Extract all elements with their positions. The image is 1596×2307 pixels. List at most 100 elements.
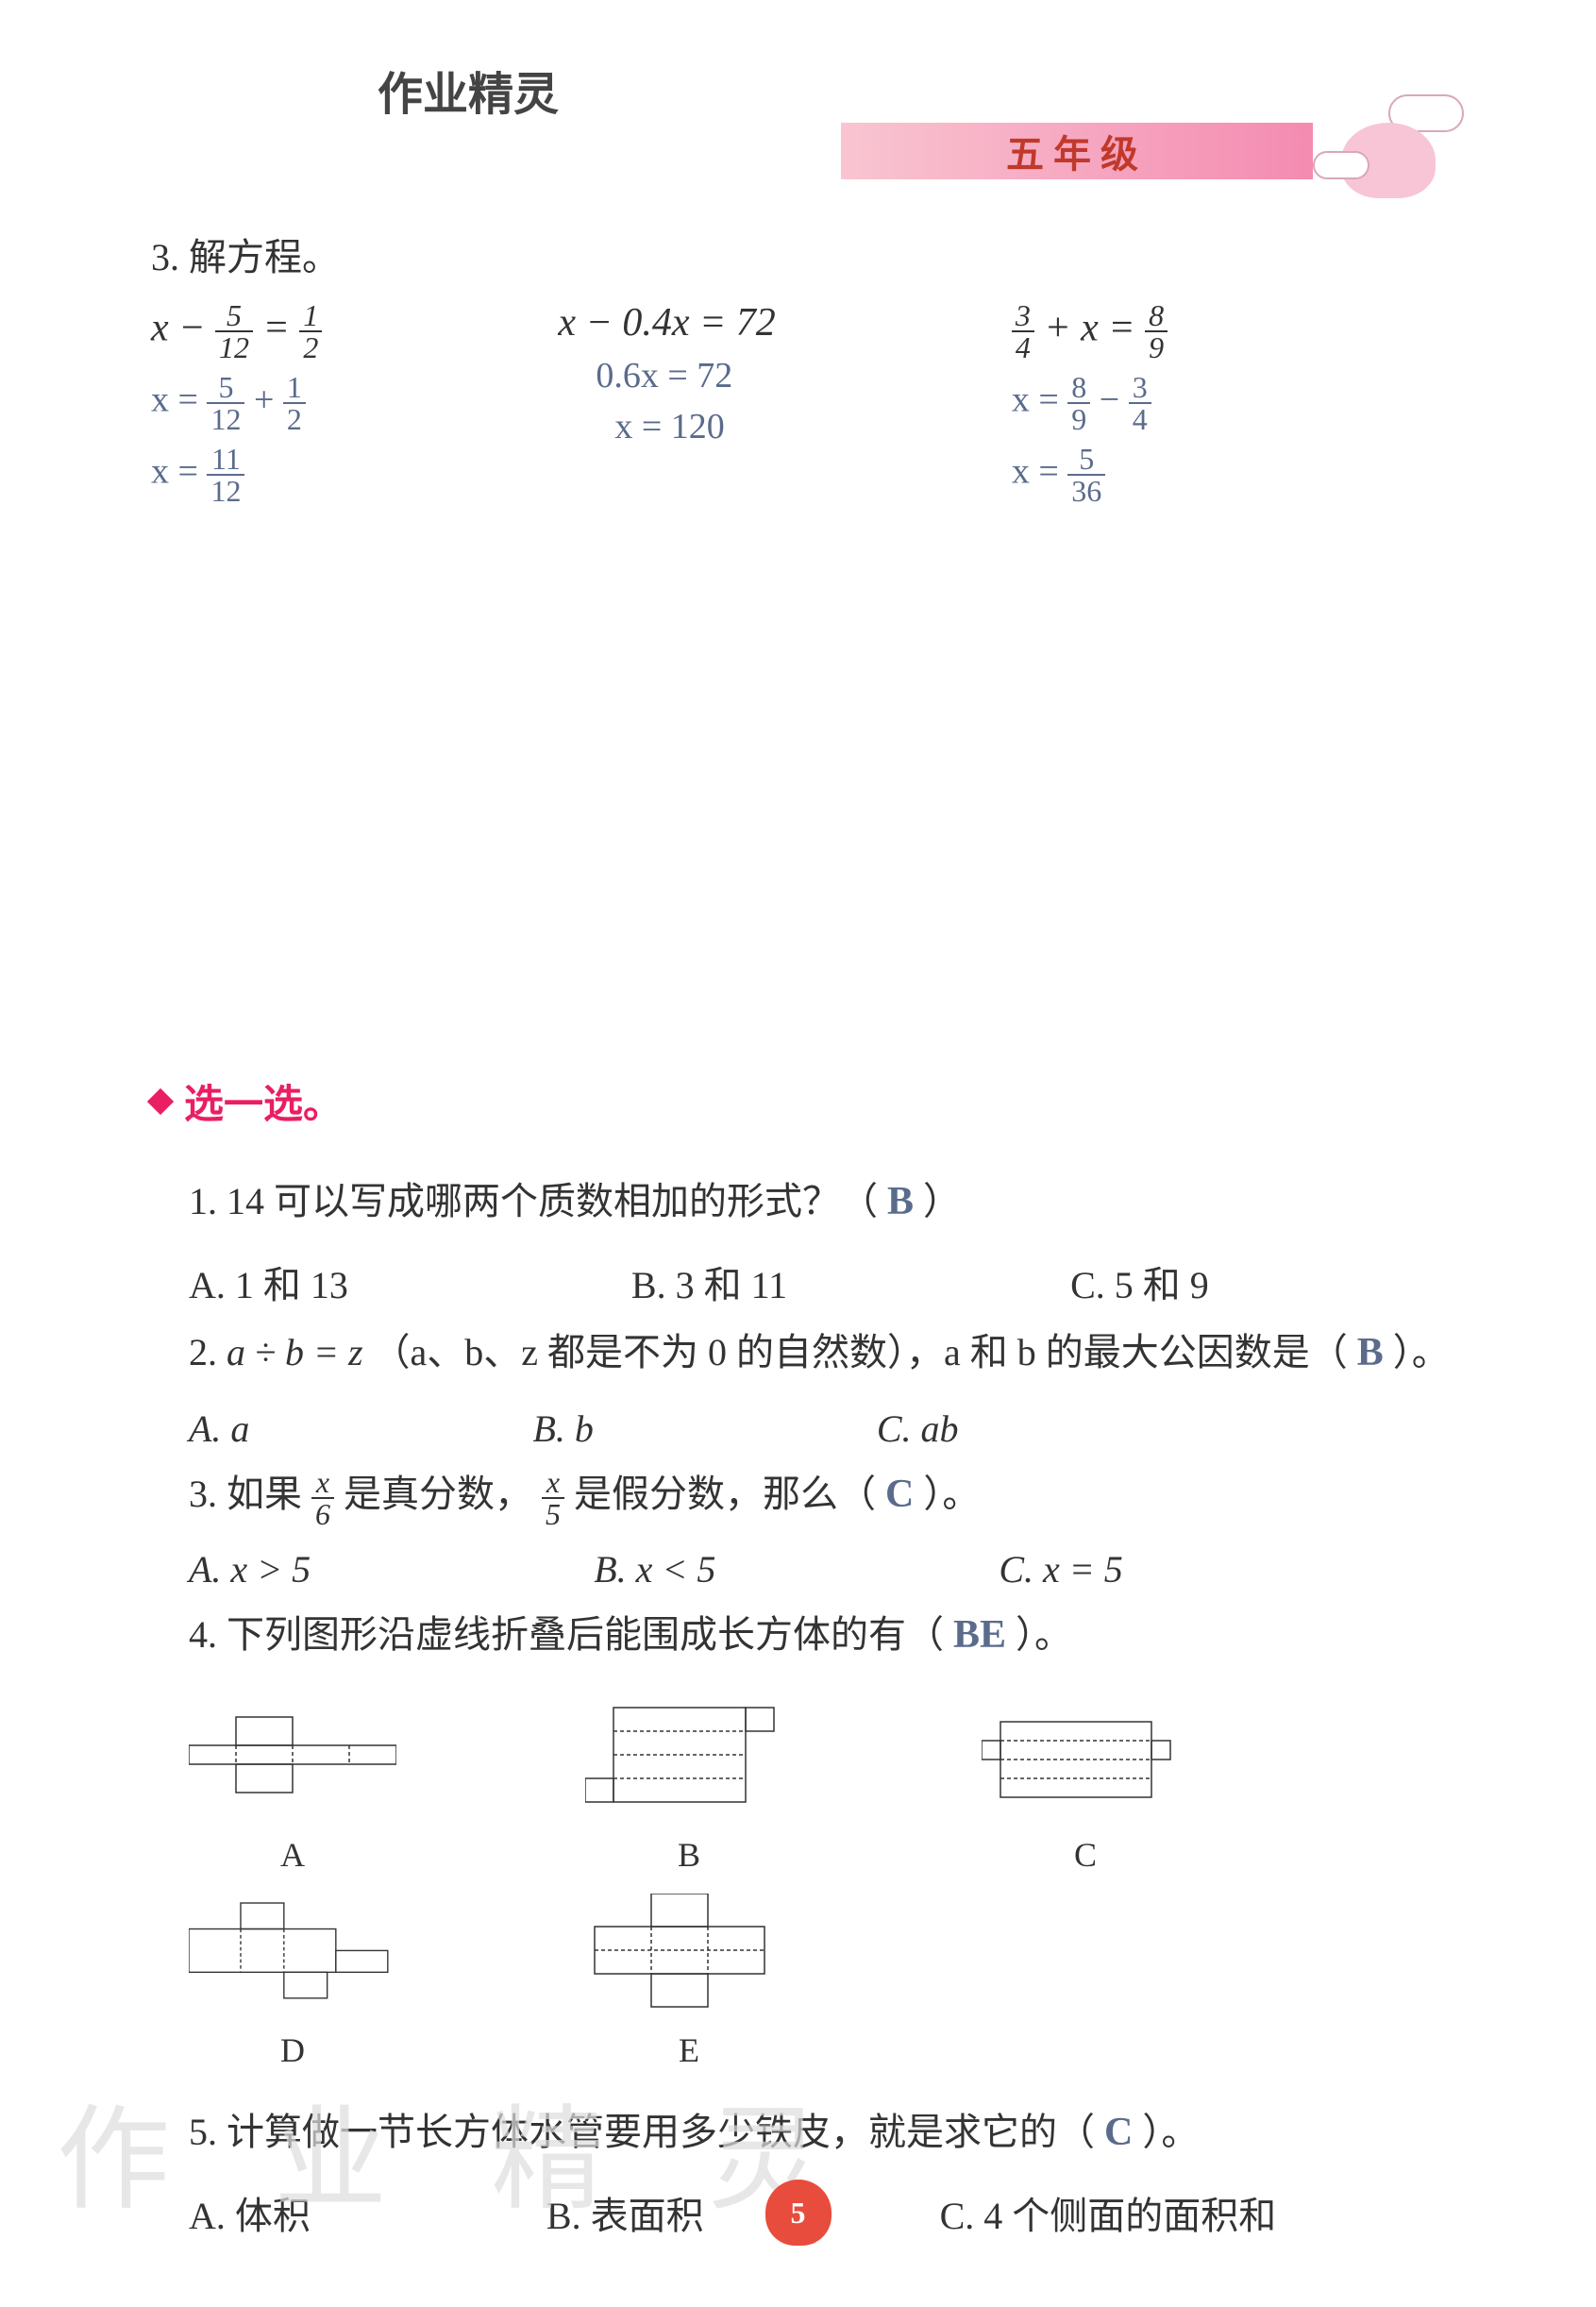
q3-f2n: x — [542, 1467, 564, 1499]
q1-optA: A. 1 和 13 — [189, 1255, 348, 1309]
section-header: 选一选。 — [151, 1072, 1472, 1130]
eq3-h2a: x = — [1012, 452, 1059, 492]
eq3-mid: + x = — [1044, 307, 1145, 350]
eq1-h1plus: + — [254, 380, 274, 420]
page-number: 5 — [791, 2196, 806, 2231]
q1-close: ） — [923, 1180, 961, 1222]
question-2: 2. a ÷ b = z （a、b、z 都是不为 0 的自然数），a 和 b 的… — [189, 1309, 1472, 1396]
eq3-f1d: 4 — [1012, 332, 1034, 362]
watermark-text: 作 业 精 灵 — [57, 2067, 859, 2231]
shape-D: D — [189, 1894, 396, 2070]
eq3-h1f2n: 3 — [1129, 372, 1151, 404]
q3-tc: 是假分数，那么（ — [574, 1473, 876, 1515]
grade-label: 五年级 — [841, 123, 1313, 179]
eq3-work-2: x = 536 — [1012, 444, 1168, 506]
q3-f1d: 6 — [311, 1499, 334, 1529]
q2-optB: B. b — [532, 1406, 593, 1451]
eq1-h2fd: 12 — [207, 476, 244, 506]
eq3-f2d: 9 — [1145, 332, 1168, 362]
eq1-f1d: 12 — [215, 332, 253, 362]
question-3: 3. 如果 x6 是真分数， x5 是假分数，那么（ C ）。 — [189, 1451, 1472, 1538]
eq3-h2fn: 5 — [1067, 444, 1105, 476]
q5-close: ）。 — [1142, 2111, 1199, 2153]
diamond-icon — [147, 1087, 174, 1114]
q3-f2d: 5 — [542, 1499, 564, 1529]
question-4: 4. 下列图形沿虚线折叠后能围成长方体的有（ BE ）。 — [189, 1591, 1472, 1678]
q3-optC: C. x = 5 — [999, 1547, 1122, 1591]
eq3-h1f2d: 4 — [1129, 404, 1151, 434]
eq1-h1a: x = — [151, 380, 198, 420]
q2-answer: B — [1357, 1331, 1384, 1374]
eq3-h1f1n: 8 — [1067, 372, 1090, 404]
eq1-h1f2n: 1 — [283, 372, 306, 404]
q2-tb: （a、b、z 都是不为 0 的自然数），a 和 b 的最大公因数是（ — [373, 1331, 1348, 1373]
shape-E: E — [585, 1894, 793, 2070]
equation-3: 34 + x = 89 x = 89 − 34 x = 536 — [1012, 300, 1168, 506]
q3-options: A. x > 5 B. x < 5 C. x = 5 — [189, 1547, 1472, 1591]
q1-optC: C. 5 和 9 — [1070, 1255, 1209, 1309]
eq3-work-1: x = 89 − 34 — [1012, 372, 1168, 434]
q3-f1n: x — [311, 1467, 334, 1499]
q2-close: ）。 — [1393, 1331, 1450, 1373]
eq1-h1f1n: 5 — [207, 372, 244, 404]
eq1-var: x — [151, 307, 169, 350]
eq3-f1n: 3 — [1012, 300, 1034, 332]
problem-3-label: 3. 解方程。 — [151, 227, 1472, 281]
eq1-work-2: x = 1112 — [151, 444, 322, 506]
shape-E-label: E — [679, 2030, 699, 2070]
net-E-icon — [585, 1894, 793, 2016]
q2-options: A. a B. b C. ab — [189, 1406, 1472, 1451]
eq3-h2fd: 36 — [1067, 476, 1105, 506]
q4-text: 4. 下列图形沿虚线折叠后能围成长方体的有（ — [189, 1613, 944, 1656]
eq1-f1n: 5 — [215, 300, 253, 332]
net-C-icon — [982, 1698, 1189, 1821]
shapes-row-2: D E — [189, 1894, 1472, 2070]
shape-B-label: B — [678, 1835, 700, 1875]
shape-C: C — [982, 1698, 1189, 1875]
eq1-work-1: x = 512 + 12 — [151, 372, 322, 434]
eq3-h1f1d: 9 — [1067, 404, 1090, 434]
net-D-icon — [189, 1894, 396, 2016]
eq1-f2d: 2 — [299, 332, 322, 362]
section-title: 选一选。 — [184, 1072, 343, 1130]
q3-optA: A. x > 5 — [189, 1547, 311, 1591]
q3-close: ）。 — [923, 1473, 980, 1515]
eq3-f2n: 8 — [1145, 300, 1168, 332]
eq1-printed: x − 512 = 12 — [151, 300, 322, 362]
q3-ta: 3. 如果 — [189, 1473, 311, 1515]
q2-ta: 2. — [189, 1331, 227, 1373]
eq2-work-1: 0.6x = 72 — [596, 355, 775, 396]
eq3-printed: 34 + x = 89 — [1012, 300, 1168, 362]
net-A-icon — [189, 1698, 396, 1821]
eq1-f2n: 1 — [299, 300, 322, 332]
shape-C-label: C — [1074, 1835, 1097, 1875]
q1-options: A. 1 和 13 B. 3 和 11 C. 5 和 9 — [189, 1255, 1472, 1309]
q5-optC: C. 4 个侧面的面积和 — [940, 2185, 1277, 2240]
equation-2: x − 0.4x = 72 0.6x = 72 x = 120 — [558, 300, 775, 506]
apple-icon: 5 — [765, 2180, 832, 2246]
page-number-badge: 5 — [761, 2175, 836, 2250]
shape-A: A — [189, 1698, 396, 1875]
q3-tb: 是真分数， — [344, 1473, 532, 1515]
eq1-h1f2d: 2 — [283, 404, 306, 434]
eq1-h2fn: 11 — [207, 444, 244, 476]
grade-banner: 五年级 — [841, 113, 1502, 189]
q3-answer: C — [885, 1473, 914, 1516]
shape-D-label: D — [280, 2030, 305, 2070]
q2-expr: a ÷ b = z — [227, 1331, 363, 1373]
header-title: 作业精灵 — [378, 57, 559, 123]
q2-optA: A. a — [189, 1406, 249, 1451]
q1-optB: B. 3 和 11 — [631, 1255, 787, 1309]
shapes-row-1: A B — [189, 1698, 1472, 1875]
q1-text: 1. 14 可以写成哪两个质数相加的形式？（ — [189, 1180, 878, 1222]
q5-answer: C — [1104, 2111, 1133, 2154]
page-content: 3. 解方程。 x − 512 = 12 x = 512 + 12 x = 11… — [151, 227, 1472, 2240]
eq1-h2a: x = — [151, 452, 198, 492]
q4-close: ）。 — [1016, 1613, 1072, 1656]
eq3-h1a: x = — [1012, 380, 1059, 420]
eq2-work-2: x = 120 — [614, 406, 775, 447]
equation-1: x − 512 = 12 x = 512 + 12 x = 1112 — [151, 300, 322, 506]
q1-answer: B — [887, 1180, 914, 1223]
equations-row: x − 512 = 12 x = 512 + 12 x = 1112 x − 0… — [151, 300, 1472, 506]
q4-answer: BE — [953, 1613, 1006, 1657]
